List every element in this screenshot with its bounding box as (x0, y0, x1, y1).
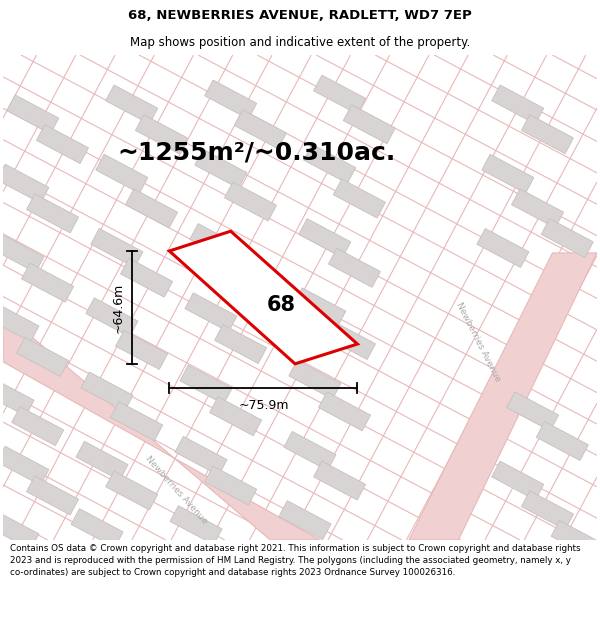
Polygon shape (121, 258, 173, 297)
Polygon shape (492, 461, 544, 500)
Polygon shape (185, 293, 237, 332)
Text: 68, NEWBERRIES AVENUE, RADLETT, WD7 7EP: 68, NEWBERRIES AVENUE, RADLETT, WD7 7EP (128, 9, 472, 22)
Text: ~75.9m: ~75.9m (238, 399, 289, 412)
Polygon shape (81, 372, 133, 411)
Polygon shape (0, 164, 49, 203)
Polygon shape (116, 331, 167, 369)
Polygon shape (492, 85, 544, 124)
Polygon shape (170, 506, 222, 544)
Polygon shape (91, 229, 143, 268)
Polygon shape (536, 421, 589, 461)
Polygon shape (334, 179, 385, 218)
Polygon shape (26, 476, 79, 515)
Polygon shape (319, 392, 371, 431)
Polygon shape (96, 154, 148, 193)
Polygon shape (175, 436, 227, 476)
Polygon shape (304, 144, 356, 183)
Polygon shape (106, 471, 158, 510)
Text: ~64.6m: ~64.6m (112, 282, 124, 332)
Polygon shape (512, 189, 563, 228)
Polygon shape (482, 154, 534, 193)
Polygon shape (86, 298, 138, 337)
Polygon shape (551, 521, 600, 559)
Polygon shape (136, 115, 187, 154)
Polygon shape (541, 219, 593, 258)
Polygon shape (294, 288, 346, 327)
Polygon shape (209, 397, 262, 436)
Text: Map shows position and indicative extent of the property.: Map shows position and indicative extent… (130, 36, 470, 49)
Polygon shape (0, 446, 49, 485)
Polygon shape (205, 80, 257, 119)
Polygon shape (76, 441, 128, 480)
Polygon shape (7, 95, 59, 134)
Polygon shape (125, 189, 178, 228)
Polygon shape (169, 231, 358, 364)
Polygon shape (343, 105, 395, 144)
Polygon shape (17, 338, 68, 376)
Polygon shape (215, 324, 266, 364)
Polygon shape (314, 75, 365, 114)
Polygon shape (22, 263, 74, 302)
Polygon shape (3, 312, 320, 540)
Text: ~1255m²/~0.310ac.: ~1255m²/~0.310ac. (117, 140, 395, 164)
Polygon shape (323, 321, 376, 359)
Polygon shape (521, 115, 574, 154)
Polygon shape (180, 365, 232, 404)
Polygon shape (110, 402, 163, 441)
Polygon shape (0, 377, 34, 416)
Polygon shape (409, 253, 597, 540)
Polygon shape (190, 224, 242, 262)
Polygon shape (224, 182, 277, 221)
Polygon shape (289, 360, 341, 399)
Text: 68: 68 (266, 296, 295, 316)
Polygon shape (220, 253, 272, 292)
Polygon shape (506, 392, 559, 431)
Polygon shape (71, 509, 123, 548)
Text: Contains OS data © Crown copyright and database right 2021. This information is : Contains OS data © Crown copyright and d… (10, 544, 581, 577)
Polygon shape (284, 431, 336, 471)
Polygon shape (235, 110, 286, 149)
Polygon shape (0, 234, 44, 272)
Polygon shape (205, 466, 257, 505)
Polygon shape (0, 302, 39, 342)
Polygon shape (195, 149, 247, 188)
Polygon shape (37, 124, 88, 164)
Polygon shape (106, 85, 158, 124)
Polygon shape (26, 194, 79, 233)
Polygon shape (0, 511, 39, 549)
Polygon shape (477, 229, 529, 268)
Polygon shape (299, 219, 351, 258)
Text: Newberries Avenue: Newberries Avenue (143, 455, 209, 526)
Polygon shape (279, 501, 331, 539)
Polygon shape (521, 491, 574, 530)
Polygon shape (314, 461, 365, 500)
Polygon shape (328, 248, 380, 288)
Polygon shape (11, 407, 64, 446)
Text: Newberries Avenue: Newberries Avenue (454, 301, 502, 383)
